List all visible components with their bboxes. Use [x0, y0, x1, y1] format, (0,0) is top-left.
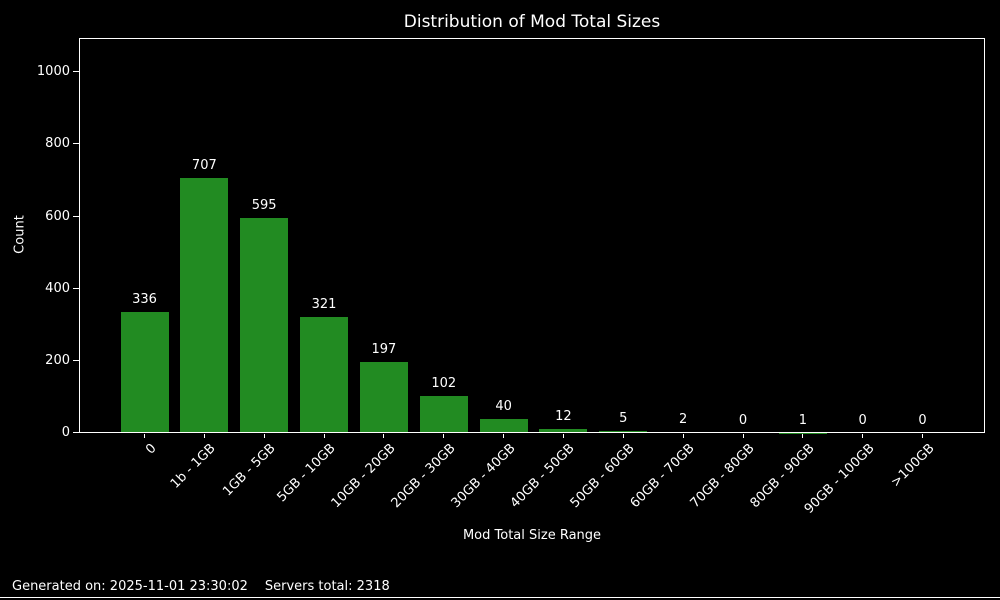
bar-value-label: 5	[619, 411, 628, 427]
x-tick-mark	[443, 434, 445, 438]
x-tick-mark	[144, 434, 145, 438]
y-tick-mark	[73, 71, 79, 72]
bar-value-label: 595	[251, 198, 277, 214]
y-tick-label: 800	[45, 136, 70, 152]
x-tick-mark	[263, 434, 265, 438]
bar	[359, 361, 408, 433]
y-tick-label: 600	[45, 208, 70, 224]
bar-value-label: 12	[555, 408, 572, 424]
x-tick-mark	[323, 434, 325, 438]
y-tick-mark	[73, 360, 79, 361]
bar-value-label: 0	[858, 413, 867, 428]
y-tick-mark	[73, 432, 79, 433]
y-tick-label: 400	[45, 280, 70, 296]
bar-value-label: 0	[738, 413, 748, 428]
bar	[479, 418, 528, 433]
x-tick-mark	[622, 434, 624, 438]
chart-title: Distribution of Mod Total Sizes	[403, 12, 661, 32]
bar-value-label: 1	[798, 412, 807, 428]
x-axis-label: Mod Total Size Range	[462, 528, 602, 543]
x-tick-mark	[503, 434, 505, 438]
bar-value-label: 2	[679, 412, 688, 428]
x-tick-mark	[203, 434, 205, 438]
y-tick-mark	[73, 143, 79, 144]
x-tick-mark	[682, 434, 684, 438]
y-axis-label: Count	[12, 215, 28, 254]
bar	[240, 218, 289, 433]
bar	[599, 431, 648, 433]
x-tick-mark	[562, 434, 564, 438]
x-tick-mark	[862, 434, 864, 438]
bar-value-label: 707	[191, 157, 217, 173]
servers-total-text: Servers total: 2318	[264, 579, 390, 594]
footer-divider-line	[0, 597, 1000, 598]
bar-value-label: 336	[132, 291, 157, 307]
bar	[180, 177, 229, 433]
x-tick-mark	[922, 434, 924, 438]
bar	[419, 396, 468, 433]
y-tick-label: 0	[61, 425, 70, 440]
bar-value-label: 102	[431, 376, 457, 392]
bar-value-label: 0	[918, 413, 927, 428]
bar	[539, 428, 588, 433]
bar	[659, 432, 708, 433]
bar	[300, 317, 349, 433]
bar	[120, 311, 169, 433]
bar-value-label: 321	[311, 297, 337, 313]
x-tick-mark	[742, 434, 744, 438]
y-tick-label: 200	[45, 352, 70, 368]
x-tick-mark	[383, 434, 385, 438]
y-tick-mark	[73, 216, 79, 217]
bar-value-label: 197	[371, 341, 397, 357]
y-tick-label: 1000	[36, 64, 70, 80]
generated-timestamp-text: Generated on: 2025-11-01 23:30:02	[12, 579, 248, 594]
bar-value-label: 40	[495, 398, 512, 414]
y-tick-mark	[73, 288, 79, 289]
footer-status-bar: Generated on: 2025-11-01 23:30:02 Servers…	[12, 579, 390, 594]
x-tick-mark	[802, 434, 804, 438]
